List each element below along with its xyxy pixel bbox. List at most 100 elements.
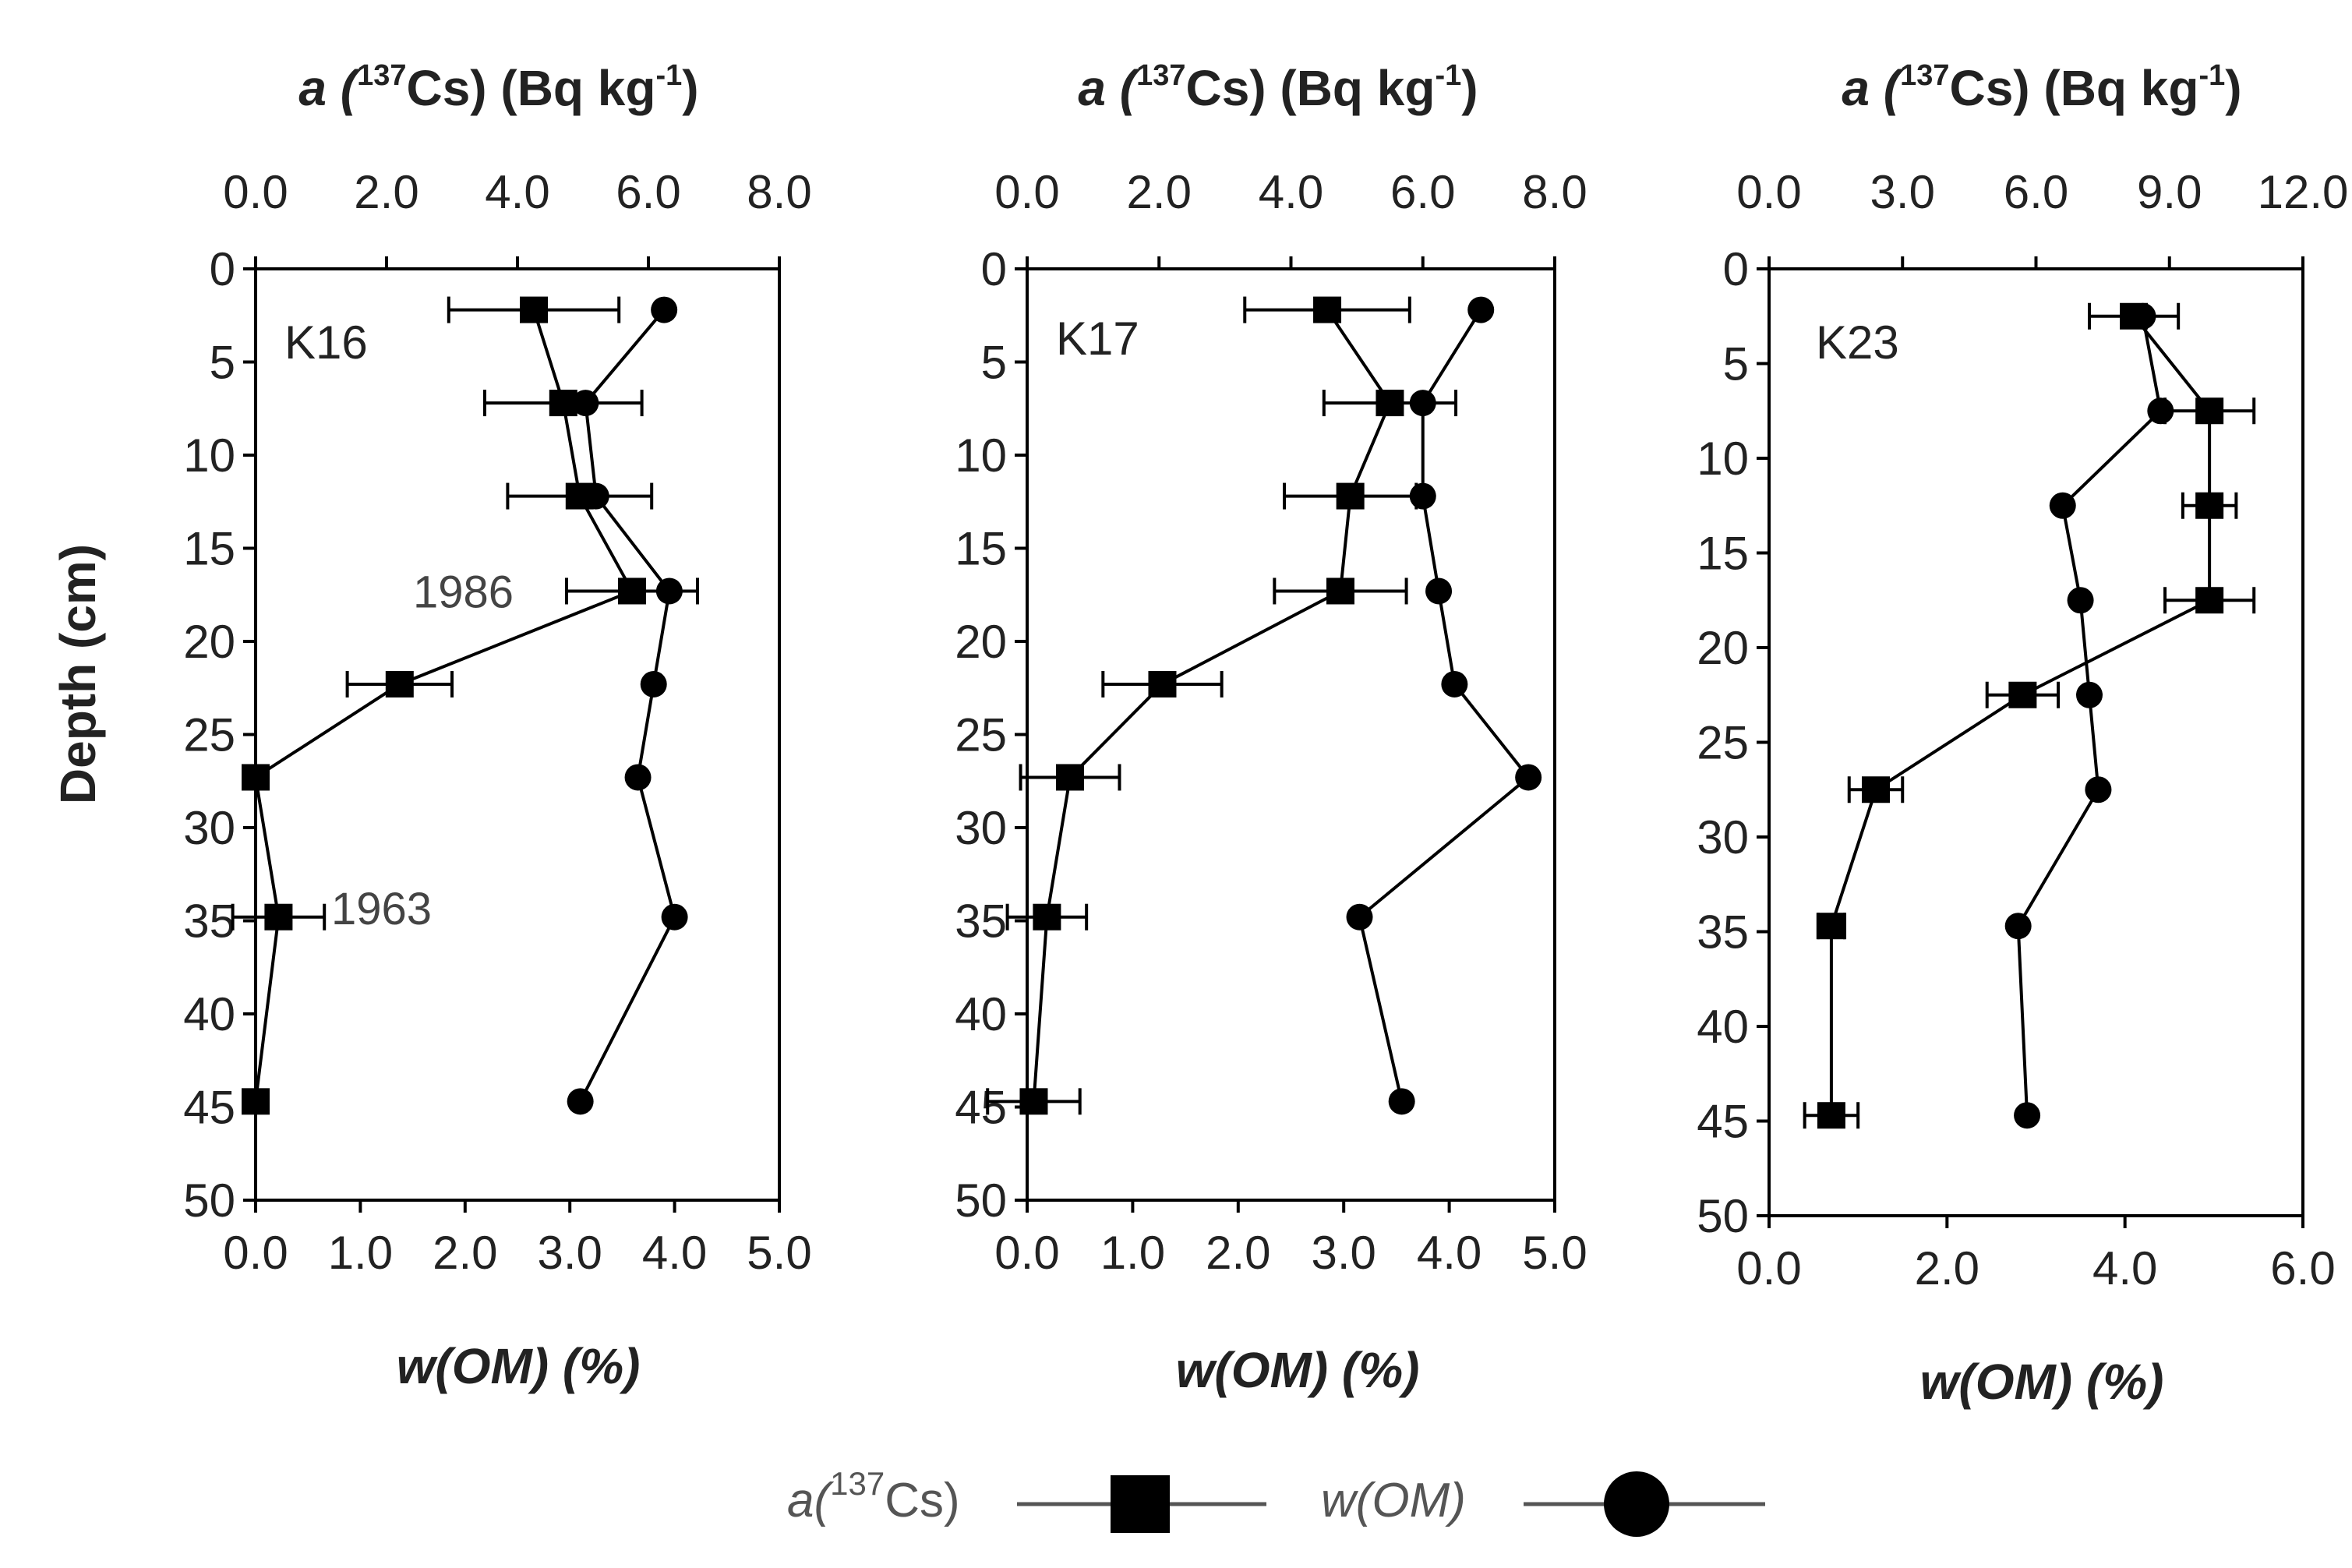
cs-square-marker [2195, 587, 2224, 614]
om-circle-marker [661, 903, 688, 931]
y-tick-label: 45 [183, 1082, 235, 1134]
y-tick-label: 40 [955, 988, 1007, 1040]
y-tick-label: 40 [1697, 1001, 1749, 1053]
y-tick-label: 45 [955, 1082, 1007, 1134]
panel-label: K23 [1816, 316, 1899, 369]
y-tick-label: 5 [1723, 338, 1749, 390]
top-x-tick-label: 3.0 [1870, 166, 1935, 218]
top-x-tick-label: 6.0 [2004, 166, 2068, 218]
top-x-tick-label: 8.0 [747, 166, 811, 218]
top-axis-title: a (137Cs) (Bq kg-1) [298, 59, 698, 116]
legend: a(137Cs) w(OM) [787, 1465, 1765, 1537]
y-tick-label: 35 [1697, 906, 1749, 959]
y-tick-label: 40 [183, 988, 235, 1040]
top-x-tick-label: 8.0 [1522, 166, 1587, 218]
cs-square-marker [618, 577, 646, 605]
om-circle-marker [655, 577, 683, 605]
bottom-axis-title: w(OM) (%) [1920, 1354, 2164, 1410]
bottom-x-tick-label: 3.0 [537, 1227, 602, 1279]
om-circle-marker [2076, 681, 2103, 708]
cs-square-marker [385, 670, 414, 697]
top-x-tick-label: 9.0 [2137, 166, 2202, 218]
top-x-tick-label: 12.0 [2258, 166, 2349, 218]
om-circle-marker [582, 482, 609, 510]
top-x-tick-label: 6.0 [616, 166, 680, 218]
panel-label: K16 [284, 316, 368, 369]
bottom-x-tick-label: 2.0 [1206, 1227, 1270, 1279]
top-x-tick-label: 0.0 [223, 166, 288, 218]
panel-k23: a (137Cs) (Bq kg-1) w(OM) (%) K23 0 5 10 15… [1697, 59, 2348, 1410]
bottom-x-tick-label: 4.0 [2092, 1242, 2157, 1294]
legend-circle-marker [1604, 1471, 1669, 1537]
y-tick-label: 10 [183, 429, 235, 482]
y-tick-label: 15 [1697, 528, 1749, 580]
bottom-axis-title: w(OM) (%) [397, 1338, 641, 1394]
om-circle-marker [1409, 482, 1436, 510]
top-axis-title: a (137Cs) (Bq kg-1) [1078, 59, 1478, 116]
bottom-x-tick-label: 4.0 [1417, 1227, 1481, 1279]
top-x-tick-label: 4.0 [1259, 166, 1323, 218]
top-x-tick-label: 4.0 [485, 166, 549, 218]
y-tick-label: 30 [1697, 811, 1749, 863]
om-circle-marker [2049, 492, 2076, 519]
om-circle-marker [572, 390, 599, 417]
om-circle-marker [1409, 390, 1436, 417]
cs-square-marker [1326, 577, 1354, 605]
cs-square-marker [1862, 776, 1890, 803]
om-circle-marker [1425, 577, 1453, 605]
cs-square-marker [2195, 492, 2224, 519]
bottom-x-tick-label: 1.0 [1100, 1227, 1165, 1279]
cs-square-marker [242, 1088, 270, 1115]
cs-square-marker [242, 764, 270, 791]
om-circle-marker [651, 296, 678, 323]
y-axis-title: Depth (cm) [50, 544, 106, 804]
bottom-x-tick-label: 2.0 [433, 1227, 497, 1279]
y-tick-label: 0 [981, 243, 1007, 295]
cs-series-line [253, 309, 634, 1102]
y-tick-label: 20 [955, 616, 1007, 668]
cs-square-marker [264, 903, 293, 931]
date-annotation: 1986 [413, 567, 514, 617]
bottom-x-tick-label: 4.0 [642, 1227, 707, 1279]
om-circle-marker [2147, 397, 2174, 425]
bottom-x-tick-label: 0.0 [223, 1227, 288, 1279]
y-tick-label: 50 [955, 1174, 1007, 1227]
y-tick-label: 10 [955, 429, 1007, 482]
bottom-x-tick-label: 3.0 [1311, 1227, 1376, 1279]
y-tick-label: 15 [183, 523, 235, 575]
y-tick-label: 50 [183, 1174, 235, 1227]
om-circle-marker [567, 1088, 594, 1115]
cs-square-marker [1817, 913, 1845, 940]
om-circle-marker [640, 670, 667, 697]
top-x-tick-label: 0.0 [1736, 166, 1801, 218]
bottom-axis-title: w(OM) (%) [1176, 1342, 1420, 1398]
y-tick-label: 35 [183, 895, 235, 948]
om-circle-marker [1515, 764, 1542, 791]
cs-square-marker [1313, 296, 1342, 323]
om-circle-marker [2129, 302, 2156, 330]
y-tick-label: 20 [183, 616, 235, 668]
legend-cs-label: a(137Cs) [787, 1465, 960, 1527]
cs-square-marker [2195, 397, 2224, 425]
panel-k16: a (137Cs) (Bq kg-1) w(OM) (%) Depth (cm)… [50, 59, 812, 1394]
bottom-x-tick-label: 6.0 [2270, 1242, 2335, 1294]
top-x-tick-label: 0.0 [994, 166, 1059, 218]
bottom-x-tick-label: 2.0 [1915, 1242, 1979, 1294]
panel-label: K17 [1056, 313, 1139, 365]
cs-series-line [1032, 309, 1392, 1102]
bottom-x-tick-label: 5.0 [747, 1227, 811, 1279]
cs-square-marker [1148, 670, 1177, 697]
om-circle-marker [1467, 296, 1495, 323]
om-circle-marker [1346, 903, 1373, 931]
y-tick-label: 50 [1697, 1190, 1749, 1242]
cs-square-marker [1376, 390, 1404, 417]
y-tick-label: 15 [955, 523, 1007, 575]
top-axis-title: a (137Cs) (Bq kg-1) [1842, 59, 2241, 116]
cs-square-marker [1056, 764, 1085, 791]
y-tick-label: 20 [1697, 622, 1749, 674]
cs-square-marker [520, 296, 548, 323]
om-circle-marker [624, 764, 652, 791]
cs-series-line [1829, 315, 2212, 1116]
y-tick-label: 10 [1697, 433, 1749, 485]
